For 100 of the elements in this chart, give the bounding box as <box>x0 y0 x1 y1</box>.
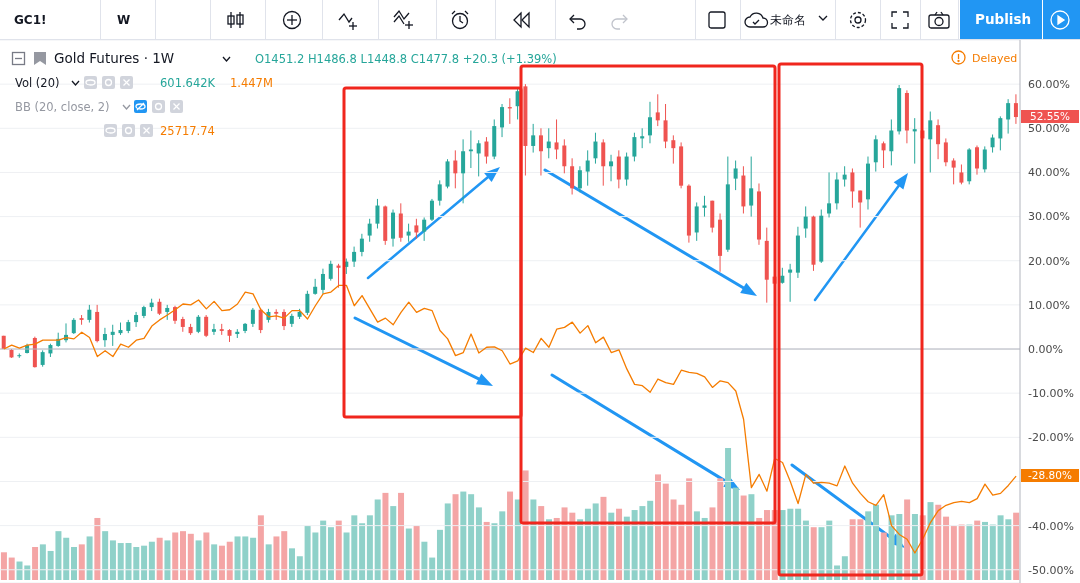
bar <box>32 547 39 580</box>
bar <box>468 494 475 580</box>
bar <box>405 528 412 580</box>
bar <box>327 527 334 580</box>
bar <box>460 491 467 580</box>
bar <box>398 492 405 580</box>
bar <box>172 532 179 580</box>
bar <box>117 543 124 580</box>
annotation: 601.642K <box>160 75 216 91</box>
bar <box>904 499 911 580</box>
bar <box>436 529 443 580</box>
bar <box>623 516 630 580</box>
y-tick-label: -10.00% <box>1028 387 1074 401</box>
bar <box>974 520 981 580</box>
bar <box>740 495 747 580</box>
candlestick <box>593 132 598 165</box>
bar <box>475 507 482 580</box>
candlestick <box>320 268 325 295</box>
text: -28.80% <box>1021 469 1079 483</box>
bar <box>982 521 988 580</box>
candlestick <box>437 179 442 207</box>
bar <box>514 499 521 580</box>
candlestick <box>959 163 964 185</box>
candlestick <box>554 118 559 160</box>
bar <box>335 520 342 580</box>
bar <box>366 515 373 580</box>
bar <box>662 483 669 580</box>
y-tick-label: -40.00% <box>1028 519 1074 533</box>
bar <box>211 544 218 580</box>
candlestick <box>110 324 115 347</box>
bar <box>577 519 584 580</box>
candlestick <box>803 205 808 239</box>
bar <box>374 499 381 580</box>
bar <box>553 517 560 580</box>
bar <box>359 523 366 580</box>
candlestick <box>484 136 489 165</box>
y-tick-label: 20.00% <box>1028 254 1070 268</box>
bar <box>545 519 552 580</box>
bar <box>452 494 459 580</box>
candlestick <box>562 138 567 174</box>
bar <box>654 474 661 580</box>
bar <box>701 517 708 580</box>
bar <box>538 506 545 580</box>
bar <box>429 557 436 580</box>
bar <box>756 517 763 580</box>
bar <box>592 503 599 580</box>
candlestick <box>305 290 310 316</box>
bar <box>164 540 171 580</box>
candlestick <box>609 154 614 182</box>
candlestick <box>204 314 209 338</box>
bar <box>109 540 116 580</box>
candlestick <box>258 307 263 334</box>
annotation: Gold Futures · 1W <box>54 50 175 66</box>
candlestick <box>889 118 894 166</box>
annotation: O1451.2 H1486.8 L1448.8 C1477.8 +20.3 (+1.39%) <box>255 51 557 67</box>
candlestick <box>211 323 216 336</box>
y-tick-label: 0.00% <box>1028 342 1063 356</box>
candlestick <box>982 145 987 173</box>
text: GC1! <box>14 12 47 28</box>
annotation: Vol (20) <box>15 75 60 91</box>
candlestick <box>17 352 22 359</box>
bar <box>382 492 389 580</box>
bar <box>507 491 514 580</box>
bar <box>810 527 817 580</box>
bar <box>218 545 225 580</box>
candlestick <box>616 149 621 189</box>
candlestick <box>414 218 419 240</box>
bar <box>686 478 693 580</box>
bar <box>156 537 163 580</box>
candlestick <box>352 246 357 268</box>
annotation: 1.447M <box>230 75 273 91</box>
bar <box>226 541 233 580</box>
bar <box>0 552 7 580</box>
bar <box>966 524 973 580</box>
bar <box>71 547 78 580</box>
candlestick <box>585 149 590 187</box>
candlestick <box>1013 93 1018 125</box>
bar <box>522 470 529 580</box>
bar <box>818 527 825 580</box>
candlestick <box>375 198 380 229</box>
bar <box>265 544 272 580</box>
bar <box>483 521 490 580</box>
y-tick-label: 50.00% <box>1028 122 1070 136</box>
bar <box>989 524 996 580</box>
candlestick <box>624 152 629 187</box>
bar <box>413 525 420 580</box>
bar <box>421 541 428 580</box>
candlestick <box>881 141 886 169</box>
bar <box>927 502 934 580</box>
candlestick <box>515 88 520 120</box>
candlestick <box>196 314 201 334</box>
candlestick <box>827 171 832 218</box>
bar <box>1013 512 1020 580</box>
bar <box>600 496 607 580</box>
bar <box>289 548 296 580</box>
bar <box>141 545 148 580</box>
candlestick <box>406 223 411 243</box>
bar <box>795 508 802 580</box>
candlestick <box>928 111 933 173</box>
bar <box>203 532 210 580</box>
